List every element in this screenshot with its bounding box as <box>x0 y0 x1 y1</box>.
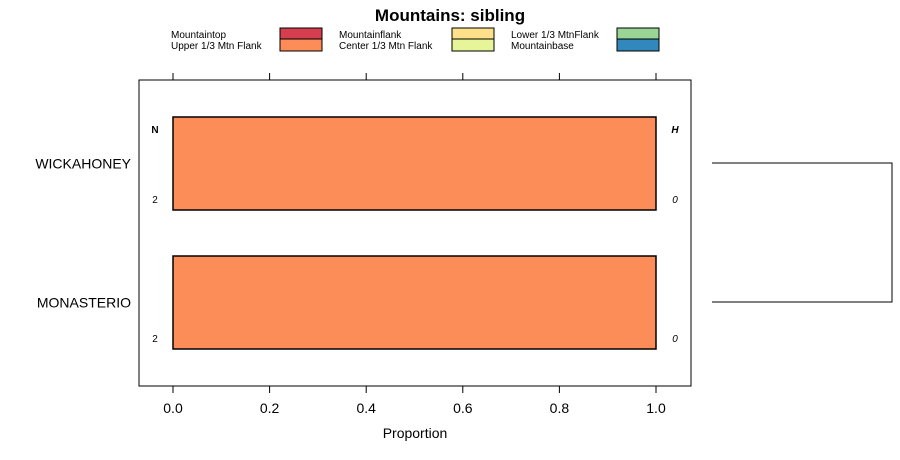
bar-segment <box>172 116 657 211</box>
x-tick-label: 1.0 <box>646 400 666 416</box>
h-header: H <box>671 125 679 136</box>
chart-title: Mountains: sibling <box>375 6 525 25</box>
n-header: N <box>151 125 158 136</box>
legend-label: Lower 1/3 MtnFlank <box>511 30 600 41</box>
bar-segment <box>172 255 657 350</box>
x-tick-label: 0.0 <box>163 400 183 416</box>
n-value: 2 <box>152 334 158 345</box>
legend-swatch <box>616 38 660 52</box>
category-label: WICKAHONEY <box>35 156 131 172</box>
x-tick-label: 0.6 <box>453 400 473 416</box>
x-tick-label: 0.2 <box>260 400 280 416</box>
legend-label: Upper 1/3 Mtn Flank <box>171 41 263 52</box>
n-value: 2 <box>152 195 158 206</box>
side-labels: N H 2 0 2 0 <box>151 125 679 345</box>
x-axis: 0.0 0.2 0.4 0.6 0.8 1.0 <box>163 73 666 416</box>
h-value: 0 <box>672 195 678 206</box>
legend-swatch <box>279 38 323 52</box>
dendrogram <box>712 162 893 303</box>
legend-swatch <box>451 38 495 52</box>
x-tick-label: 0.8 <box>550 400 570 416</box>
category-label: MONASTERIO <box>37 295 131 311</box>
legend-swatch <box>451 27 495 41</box>
legend-swatch <box>279 27 323 41</box>
legend-label: Mountainbase <box>511 41 574 52</box>
x-axis-label: Proportion <box>383 425 448 441</box>
legend-label: Center 1/3 Mtn Flank <box>339 41 433 52</box>
bars: WICKAHONEY MONASTERIO <box>35 116 657 350</box>
h-value: 0 <box>672 334 678 345</box>
x-tick-label: 0.4 <box>356 400 376 416</box>
legend-label: Mountaintop <box>171 30 226 41</box>
legend-swatch <box>616 27 660 41</box>
plot-frame <box>138 79 692 387</box>
legend-label: Mountainflank <box>339 30 402 41</box>
